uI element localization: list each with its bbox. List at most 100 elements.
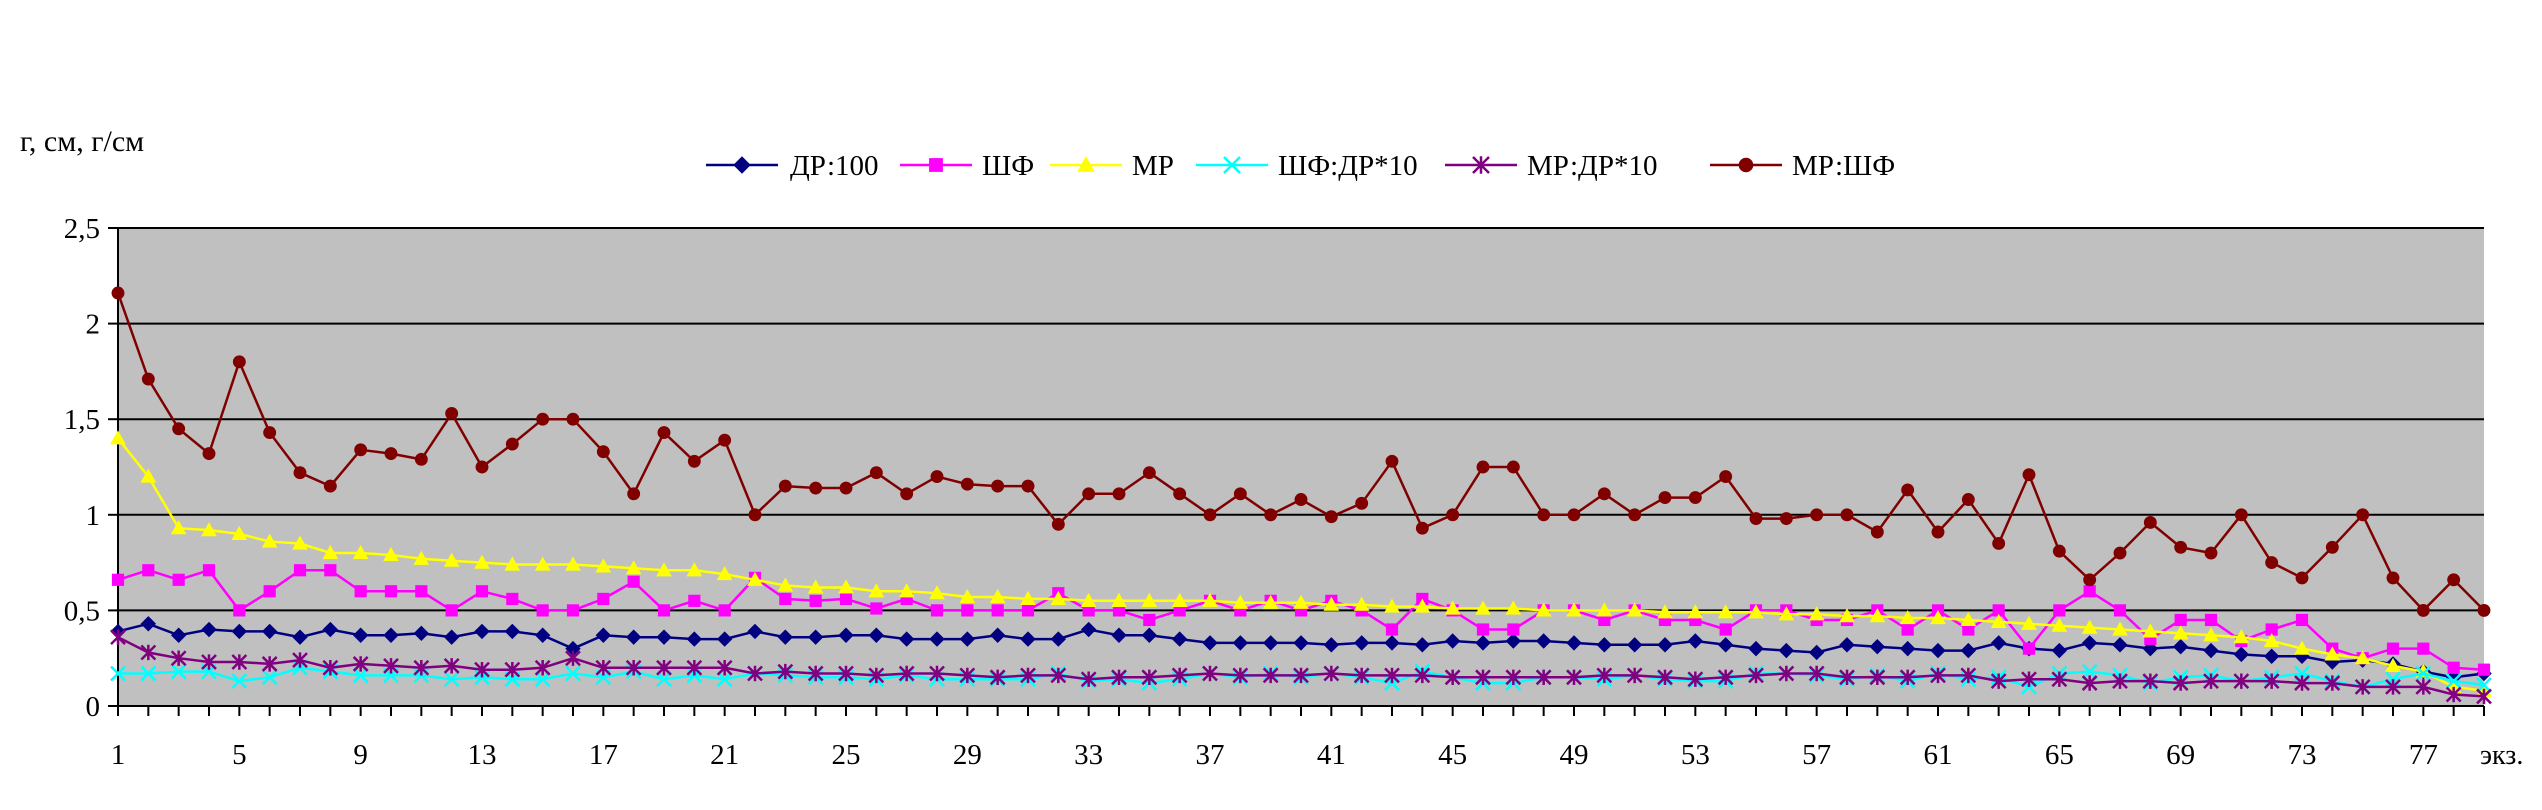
data-point [2051, 617, 2068, 632]
data-point [838, 665, 854, 682]
data-point [747, 665, 763, 682]
data-point [202, 447, 216, 461]
data-point [596, 445, 610, 459]
data-point [2233, 629, 2250, 644]
data-point [1566, 602, 1582, 617]
data-point [2081, 663, 2098, 680]
data-point [1839, 608, 1855, 623]
x-tick-label: 49 [1560, 739, 1589, 771]
data-point [838, 579, 854, 594]
y-tick-label: 1 [86, 500, 101, 532]
data-point [1021, 479, 1035, 493]
data-point [2476, 677, 2492, 693]
data-point [1567, 508, 1581, 522]
data-point [657, 426, 671, 440]
data-point [747, 623, 763, 640]
x-tick-label: 73 [2288, 739, 2317, 771]
data-point [1232, 635, 1249, 651]
data-point [1778, 665, 1795, 682]
y-axis-label: г, см, г/см [20, 125, 144, 158]
data-point [625, 629, 642, 645]
data-point [1687, 671, 1704, 688]
data-point [1444, 633, 1461, 649]
data-point [1505, 669, 1522, 686]
data-point [807, 579, 824, 594]
data-point [1506, 460, 1520, 474]
data-point [1505, 600, 1522, 615]
data-point [2083, 573, 2097, 587]
data-point [1717, 669, 1734, 686]
data-point [474, 623, 490, 640]
x-tick-label: 37 [1196, 739, 1225, 771]
data-point [292, 535, 308, 550]
y-tick-label: 0 [86, 691, 101, 723]
data-point [2112, 673, 2128, 690]
data-point [627, 575, 640, 588]
series-6 [111, 286, 2491, 617]
data-point [474, 661, 490, 678]
data-point [625, 560, 642, 575]
data-point [565, 650, 581, 667]
data-point [1323, 665, 1340, 682]
data-point [929, 665, 945, 682]
data-point [868, 627, 885, 643]
data-point [474, 554, 490, 569]
data-point [323, 479, 337, 493]
data-point [898, 665, 915, 682]
data-point [991, 604, 1004, 617]
data-point [354, 585, 367, 598]
data-point [777, 663, 794, 680]
data-point [657, 604, 671, 617]
data-point [1990, 635, 2007, 651]
legend-label: МР [1132, 150, 1174, 182]
legend-label: МР:ДР*10 [1527, 150, 1657, 182]
data-point [534, 556, 551, 571]
data-point [1476, 460, 1490, 474]
y-ticks: 0 0,5 1 1,5 2 2,5 [64, 213, 118, 723]
data-point [1960, 667, 1977, 684]
data-point [1748, 667, 1764, 684]
data-point [779, 592, 792, 606]
data-point [1687, 604, 1704, 619]
data-point [869, 466, 883, 480]
data-point [2354, 678, 2371, 695]
data-point [1414, 598, 1431, 613]
x-axis-label: экз. [2480, 740, 2523, 771]
data-point [1080, 671, 1097, 688]
data-point [1414, 637, 1431, 653]
data-point [1143, 613, 1156, 627]
x-tick-label: 25 [832, 739, 861, 771]
data-point [1901, 483, 1915, 497]
data-point [201, 654, 217, 670]
data-point [2113, 546, 2127, 560]
data-point [2385, 678, 2401, 695]
data-point [1869, 608, 1886, 623]
data-point [1384, 598, 1400, 613]
data-point [1628, 508, 1642, 522]
data-point [989, 627, 1006, 643]
data-point [383, 657, 399, 674]
data-point [475, 585, 489, 598]
data-point [172, 422, 186, 436]
data-point [2233, 673, 2250, 690]
data-point [1961, 493, 1975, 506]
data-point [1808, 665, 1825, 682]
data-point [1415, 521, 1429, 535]
data-point [293, 466, 307, 480]
data-point [1414, 667, 1431, 684]
data-point [1960, 642, 1977, 659]
data-point [2476, 688, 2492, 705]
data-point [1050, 590, 1067, 606]
data-point [716, 566, 733, 581]
legend-label: ШФ [982, 150, 1034, 182]
data-point [2295, 571, 2309, 585]
data-point [1171, 592, 1188, 607]
data-point [504, 556, 521, 571]
data-point [2386, 571, 2400, 585]
data-point [1535, 602, 1552, 617]
x-ticks: 1 5 9 13 17 21 25 29 33 37 41 45 49 53 57 61 65 69 73 77 [111, 706, 2485, 771]
data-point [1930, 610, 1946, 625]
data-point [2417, 642, 2430, 655]
data-point [322, 545, 339, 560]
data-point [1262, 667, 1279, 684]
